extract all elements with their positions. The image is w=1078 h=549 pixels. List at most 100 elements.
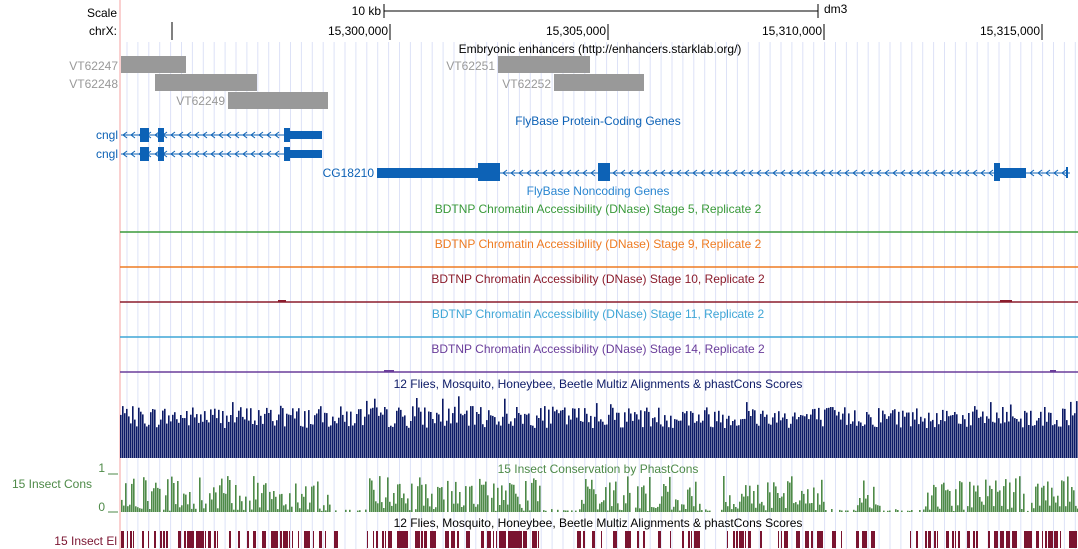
gene-cngl-2[interactable]: cngl [96,147,322,161]
phastcons-bar [375,501,377,512]
phastcons-bar [275,496,277,512]
phastcons-bar [575,510,577,512]
phastcons-bar [1003,486,1005,512]
protein-coding-genes-track[interactable]: FlyBase Protein-Coding Genes cngl cngl C… [96,114,1070,181]
multiz-bar [684,413,686,458]
multiz-bar [576,417,578,458]
multiz-bar [732,421,734,458]
multiz-bar [374,398,376,458]
phastcons-bar [901,510,903,512]
phastcons-bar [411,483,413,512]
multiz-bar [346,411,348,458]
enhancer-item[interactable]: VT62249 [176,92,328,109]
multiz-bar [968,413,970,458]
phastcons-bar [817,493,819,512]
enhancers-track[interactable]: Embryonic enhancers (http://enhancers.st… [69,42,741,109]
conserved-element [1036,531,1039,548]
phastcons-bar [611,506,613,512]
phastcons-bar [123,505,125,512]
enhancer-item[interactable]: VT62252 [502,74,644,91]
conserved-element [208,531,211,548]
multiz-bar [846,424,848,458]
phastcons-track[interactable]: 15 Insect Conservation by PhastCons 15 I… [12,461,1078,514]
conserved-elements-track[interactable]: 12 Flies, Mosquito, Honeybee, Beetle Mul… [54,516,1077,548]
phastcons-bar [139,508,141,512]
multiz-bar [790,423,792,458]
enhancer-feature[interactable] [121,56,186,73]
enhancer-feature[interactable] [498,56,590,73]
conserved-element [214,531,216,548]
phastcons-bar [789,482,791,512]
dnase-track-stage14[interactable]: BDTNP Chromatin Accessibility (DNase) St… [120,342,1078,373]
dnase-track-stage9[interactable]: BDTNP Chromatin Accessibility (DNase) St… [120,237,1078,268]
multiz-bar [948,416,950,458]
phastcons-bar [399,483,401,512]
conserved-element [190,531,193,548]
conserved-element [493,531,494,548]
gene-cngl-1[interactable]: cngl [96,128,322,142]
phastcons-bar [357,510,359,512]
enhancer-item[interactable]: VT62247 [69,56,186,73]
multiz-bar [414,416,416,458]
conserved-element [1060,531,1061,548]
multiz-bar [1030,410,1032,458]
chevron-left-icon [258,131,264,139]
phastcons-bar [679,510,681,512]
multiz-bar [364,416,366,458]
phastcons-bar [655,508,657,512]
multiz-bar [674,419,676,458]
multiz-bar [558,413,560,458]
enhancer-item[interactable]: VT62251 [446,56,590,73]
phastcons-bar [775,486,777,512]
phastcons-bar [831,509,833,512]
multiz-bar [522,423,524,458]
conserved-element [727,531,728,548]
multiz-bar [194,417,196,458]
enhancer-feature[interactable] [155,74,257,91]
multiz-bar [486,420,488,458]
multiz-bar [316,413,318,458]
multiz-bar [976,409,978,458]
chevron-left-icon [178,150,184,158]
dnase-track-stage10[interactable]: BDTNP Chromatin Accessibility (DNase) St… [120,272,1078,303]
multiz-bar [626,421,628,458]
dnase-peak [384,370,394,372]
conserved-element [121,531,124,548]
chevron-left-icon [186,131,192,139]
multiz-bar [854,410,856,458]
multiz-bar [978,417,980,458]
enhancer-item[interactable]: VT62248 [69,74,257,91]
multiz-bar [548,409,550,458]
multiz-bar [912,412,914,458]
conserved-element [376,531,378,548]
multiz-track[interactable]: 12 Flies, Mosquito, Honeybee, Beetle Mul… [120,377,1078,458]
multiz-bar [408,427,410,458]
chevron-left-icon [1045,169,1051,177]
phastcons-bar [245,496,247,512]
multiz-bar [492,415,494,458]
enhancer-feature[interactable] [554,74,644,91]
multiz-bar [890,413,892,458]
phastcons-bar [471,485,473,512]
multiz-bar [156,427,158,458]
enhancer-feature[interactable] [228,92,328,109]
multiz-bar [504,398,506,458]
phastcons-bar [127,506,129,512]
multiz-bar [754,410,756,458]
phastcons-bar [755,507,757,512]
multiz-bar [992,421,994,458]
conserved-element [925,531,927,548]
multiz-bar [266,407,268,458]
phastcons-bar [975,491,977,512]
multiz-bar [712,427,714,458]
multiz-bar [186,411,188,458]
gene-label: cngl [96,128,118,142]
dnase-track-stage5[interactable]: BDTNP Chromatin Accessibility (DNase) St… [120,202,1078,233]
gene-cg18210[interactable]: CG18210 [323,163,1070,181]
ruler-position-4: 15,315,000 [980,24,1040,38]
multiz-bar [574,408,576,458]
chevron-left-icon [154,150,160,158]
conserved-element [397,531,401,548]
dnase-track-stage11[interactable]: BDTNP Chromatin Accessibility (DNase) St… [120,307,1078,338]
